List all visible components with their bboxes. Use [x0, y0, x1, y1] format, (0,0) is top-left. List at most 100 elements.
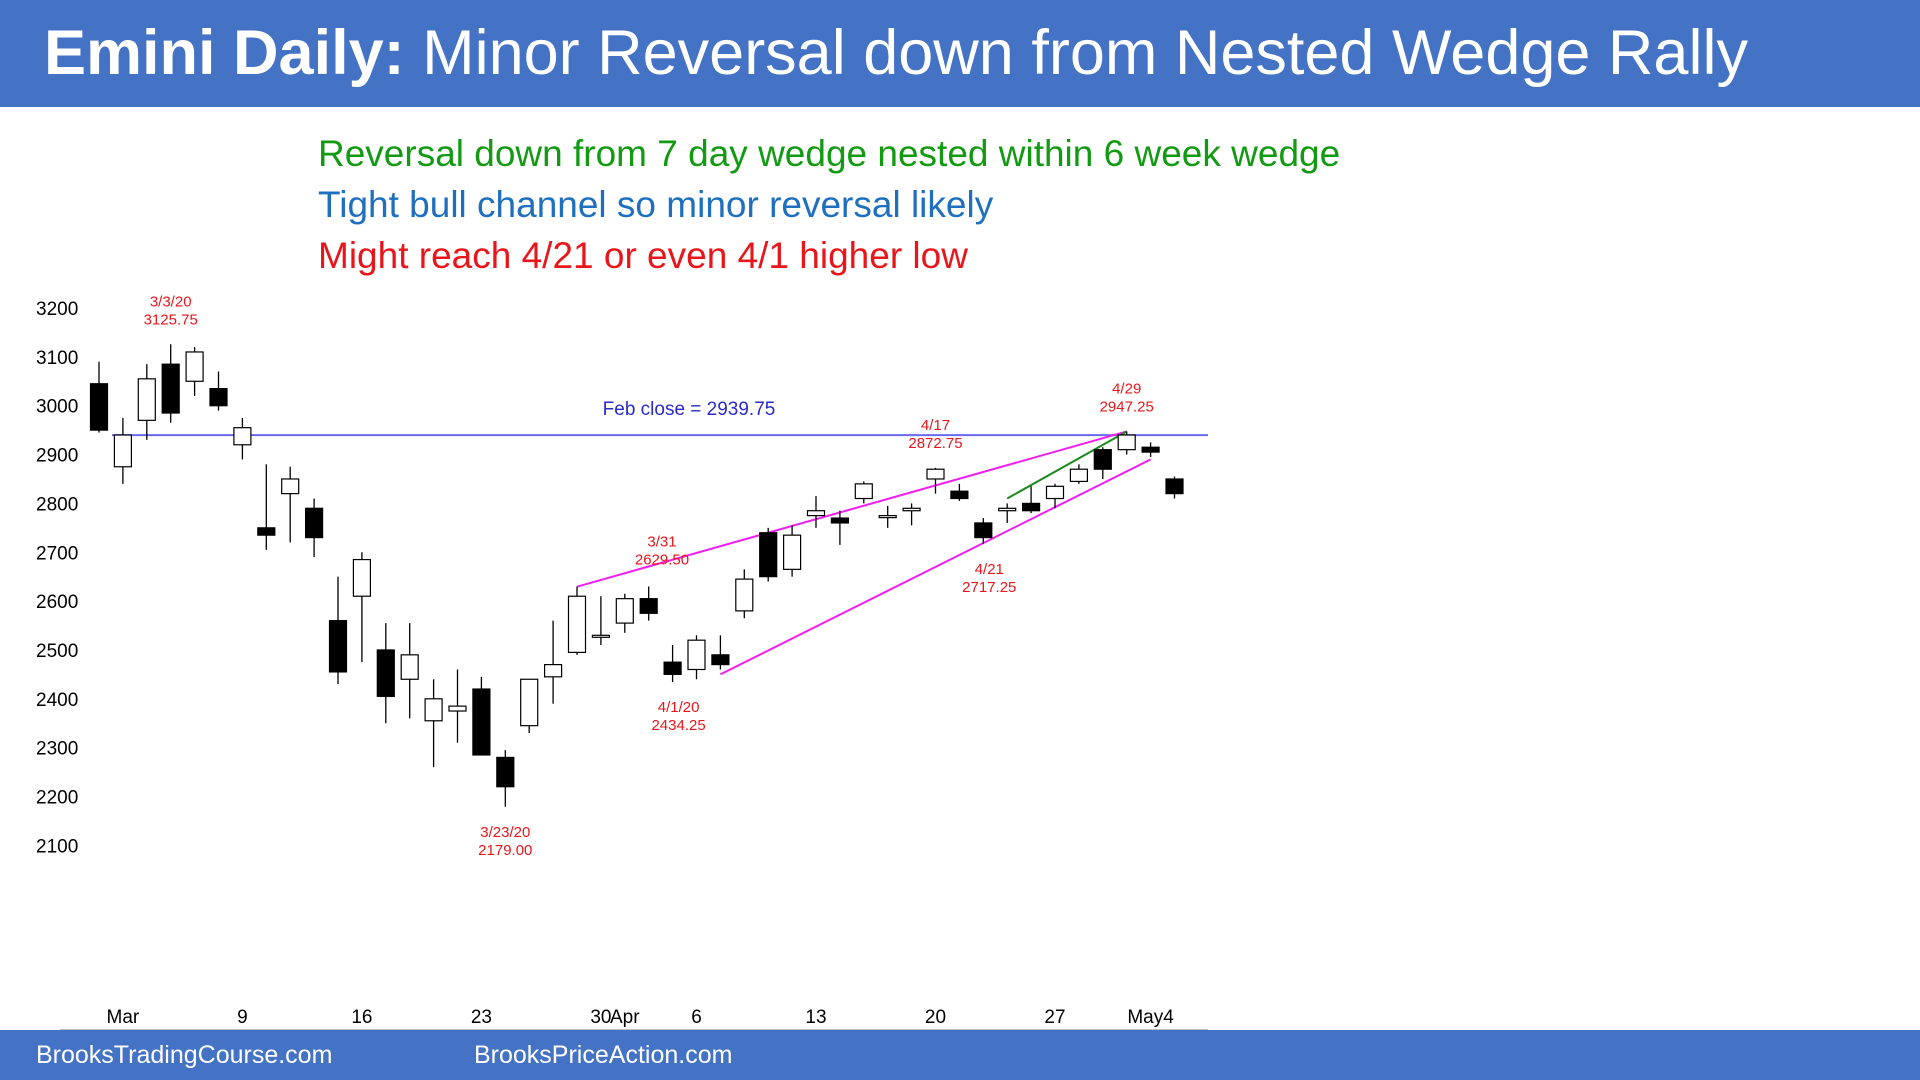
candle [615, 593, 634, 633]
candle-body [1141, 446, 1160, 453]
candle-body [639, 598, 658, 614]
note-target: Might reach 4/21 or even 4/1 higher low [318, 235, 968, 276]
candle [89, 361, 109, 433]
candle [496, 750, 515, 807]
candle-body [687, 639, 706, 671]
candle [520, 678, 539, 733]
candle [950, 483, 969, 501]
annotation-date: 4/17 [921, 417, 950, 434]
candlestick-chart: 3200 3100 3000 2900 2800 2700 2600 2500 2400 2300… [36, 293, 1208, 1030]
candle [137, 364, 156, 440]
candle [1045, 483, 1065, 509]
candle [998, 503, 1017, 523]
x-tick-label: 9 [237, 1007, 248, 1028]
annotation-price: 2179.00 [478, 842, 532, 859]
candle-body [1165, 478, 1184, 495]
note-channel: Tight bull channel so minor reversal lik… [318, 184, 994, 225]
candle-body [926, 468, 945, 480]
y-tick-label: 2600 [36, 592, 78, 613]
candle [663, 645, 682, 683]
y-tick-label: 2300 [36, 739, 78, 760]
y-tick-label: 3200 [36, 299, 78, 320]
wedge-line [576, 430, 1127, 588]
candle [1093, 447, 1112, 479]
candle [161, 344, 180, 423]
candle-body [567, 595, 587, 653]
candle [209, 371, 228, 411]
candle-body [782, 534, 802, 570]
candle-body [1093, 449, 1112, 470]
candle [376, 623, 395, 724]
candle [185, 347, 204, 396]
annotation-price: 3125.75 [144, 311, 198, 328]
annotation-date: 3/31 [647, 534, 676, 551]
annotation-price: 2629.50 [635, 552, 689, 569]
candle-body [735, 578, 754, 612]
candle-body [663, 661, 682, 675]
candle-body [1045, 485, 1065, 500]
x-tick-label: 30 [590, 1007, 611, 1028]
candle [711, 635, 730, 670]
candle-body [89, 383, 109, 431]
candle [400, 623, 419, 719]
candle [113, 417, 133, 484]
candle-body [137, 378, 156, 421]
candle [424, 679, 443, 768]
candle [687, 635, 706, 680]
x-tick-label: 6 [691, 1007, 702, 1028]
notes: Reversal down from 7 day wedge nested wi… [318, 128, 1340, 281]
candle-body [878, 515, 897, 519]
candle-body [759, 532, 778, 578]
title: Emini Daily: Minor Reversal down from Ne… [44, 0, 1748, 107]
candle-body [711, 654, 730, 666]
candle-body [1069, 468, 1089, 483]
annotation-price: 2872.75 [908, 435, 962, 452]
candle [281, 466, 300, 543]
footer-bar: BrooksTradingCourse.com BrooksPriceActio… [0, 1030, 1920, 1080]
feb-close-label: Feb close = 2939.75 [603, 399, 776, 420]
candle-body [113, 434, 133, 468]
x-tick-label: 20 [925, 1007, 946, 1028]
candle [759, 527, 778, 582]
candle-body [424, 698, 443, 722]
candle-body [1117, 434, 1136, 451]
y-tick-label: 2400 [36, 690, 78, 711]
annotation-date: 4/21 [975, 561, 1004, 578]
x-tick-label: May4 [1127, 1007, 1174, 1028]
candle-body [902, 507, 921, 512]
y-tick-label: 2900 [36, 446, 78, 467]
candle [1141, 442, 1160, 457]
candle-body [400, 654, 419, 680]
x-tick-label: 27 [1044, 1007, 1065, 1028]
candle-body [233, 427, 252, 446]
candle-body [806, 510, 826, 517]
annotation-date: 4/29 [1112, 380, 1141, 397]
candle [257, 464, 276, 550]
footer-left-site: BrooksTradingCourse.com [36, 1041, 333, 1069]
note-wedge: Reversal down from 7 day wedge nested wi… [318, 133, 1341, 174]
candle [639, 586, 658, 621]
title-rest: Minor Reversal down from Nested Wedge Ra… [404, 18, 1748, 88]
candle [1165, 476, 1184, 499]
candle [735, 569, 754, 619]
y-tick-label: 2700 [36, 543, 78, 564]
candle-body [376, 649, 395, 697]
candle-body [543, 664, 563, 678]
candle [305, 498, 324, 558]
candle [472, 676, 491, 756]
annotation-price: 2717.25 [962, 579, 1016, 596]
candle [1021, 486, 1041, 514]
y-tick-label: 2200 [36, 788, 78, 809]
candle [926, 467, 945, 494]
candle [567, 586, 587, 655]
candle-body [520, 678, 539, 727]
annotation-date: 4/1/20 [658, 699, 700, 716]
candle-body [352, 558, 371, 597]
candle-body [854, 483, 873, 500]
x-tick-label: 23 [471, 1007, 492, 1028]
candle [591, 596, 611, 646]
nested-wedge-line [1006, 430, 1128, 500]
x-tick-label: 13 [805, 1007, 826, 1028]
candle-body [185, 351, 204, 382]
y-tick-label: 2800 [36, 494, 78, 515]
